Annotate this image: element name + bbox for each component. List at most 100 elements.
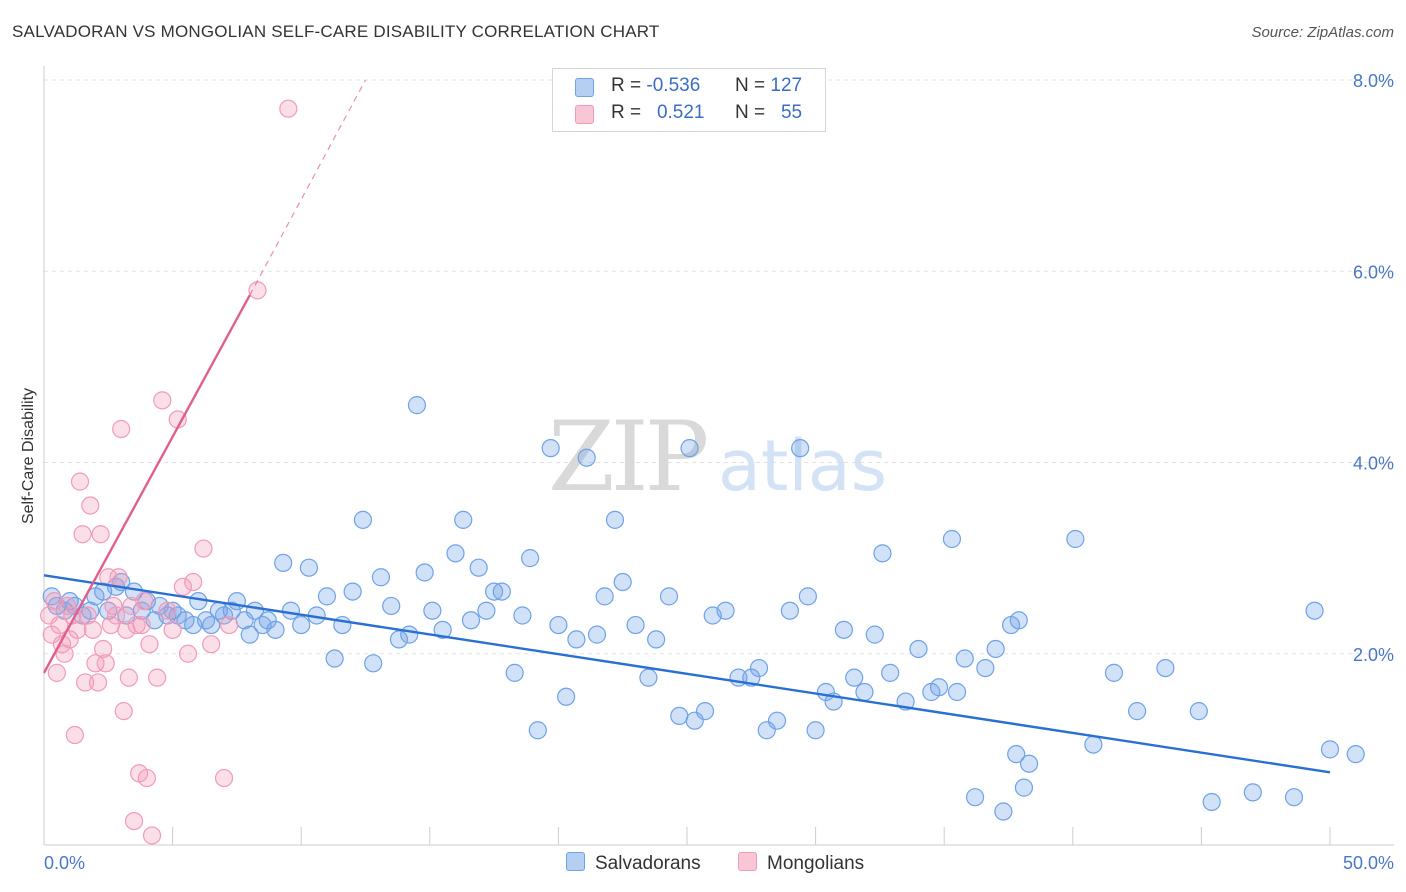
salvadoran-point-107	[947, 682, 967, 702]
salvadoran-point-41	[317, 587, 337, 606]
mongolian-point-29	[114, 702, 133, 721]
salvadoran-point-109	[965, 788, 985, 807]
salvadoran-point-63	[513, 606, 532, 625]
salvadoran-point-58	[469, 558, 488, 577]
salvadoran-point-127	[1305, 601, 1324, 620]
salvadoran-point-31	[240, 625, 259, 644]
salvadoran-point-73	[605, 510, 625, 529]
salvadoran-point-6	[81, 601, 100, 620]
salvadoran-point-62	[505, 663, 524, 682]
salvadoran-point-46	[364, 654, 383, 673]
watermark-zip: ZIP	[548, 401, 707, 513]
mongolian-point-16	[81, 496, 100, 515]
salvadoran-point-110	[976, 658, 995, 678]
salvadoran-point-96	[834, 620, 853, 639]
y-tick-labels: 2.0% 4.0% 6.0% 8.0%	[1353, 71, 1394, 665]
salvadoran-point-64	[521, 549, 540, 568]
salvadoran-point-77	[647, 630, 666, 649]
legend-r-salvadorans: R = -0.536	[611, 75, 700, 97]
salvadoran-point-71	[587, 625, 607, 644]
salvadoran-point-116	[1014, 778, 1034, 797]
trend-lines	[42, 79, 1331, 774]
legend-r-label: R =	[611, 102, 642, 123]
salvadoran-point-0	[42, 587, 61, 606]
salvadoran-point-23	[189, 592, 208, 611]
salvadoran-point-101	[881, 663, 900, 682]
salvadoran-point-117	[1019, 754, 1039, 773]
salvadoran-point-53	[423, 601, 442, 620]
salvadoran-point-60	[485, 582, 504, 601]
salvadoran-point-112	[994, 802, 1013, 821]
legend-r-value: 0.521	[656, 102, 705, 123]
mongolian-point-41	[148, 668, 167, 687]
mongolian-point-18	[86, 654, 105, 673]
mongolian-point-52	[220, 615, 239, 635]
mongolian-point-7	[58, 596, 77, 616]
salvadoran-point-89	[767, 711, 787, 730]
salvadoran-point-39	[299, 558, 319, 577]
salvadoran-point-92	[798, 587, 817, 606]
salvadoran-point-52	[415, 563, 434, 582]
mongolian-trend-extension	[249, 79, 367, 296]
salvadoran-point-65	[528, 721, 547, 740]
mongolian-point-17	[83, 620, 102, 639]
salvadoran-point-47	[371, 568, 391, 587]
salvadoran-point-76	[639, 668, 658, 687]
axes	[43, 66, 1394, 846]
mongolian-point-13	[73, 525, 92, 544]
mongolian-point-49	[194, 539, 213, 558]
salvadoran-point-126	[1284, 788, 1304, 807]
mongolian-points	[40, 99, 298, 845]
salvadoran-point-29	[227, 592, 246, 611]
salvadoran-point-56	[454, 510, 473, 529]
mongolian-point-26	[106, 606, 126, 625]
salvadoran-point-128	[1320, 740, 1340, 759]
mongolian-point-48	[184, 572, 203, 592]
salvadoran-point-57	[461, 611, 481, 630]
watermark-atlas: atlas	[718, 425, 887, 507]
bottom-legend-mongolians: Mongolians	[738, 852, 864, 875]
salvadoran-point-50	[400, 625, 419, 644]
legend-n-label: N =	[735, 102, 766, 123]
salvadoran-point-100	[873, 544, 892, 563]
bottom-legend-label-mongolians: Mongolians	[767, 853, 865, 874]
salvadoran-point-119	[1084, 735, 1103, 754]
salvadoran-point-61	[492, 582, 511, 601]
salvadoran-point-84	[716, 601, 735, 620]
mongolian-point-47	[178, 644, 198, 663]
mongolian-point-31	[119, 668, 138, 687]
salvadoran-point-35	[266, 620, 285, 639]
mongolian-point-43	[158, 601, 177, 620]
chart-title: SALVADORAN VS MONGOLIAN SELF-CARE DISABI…	[12, 22, 660, 41]
salvadoran-point-98	[855, 682, 874, 702]
mongolian-point-12	[70, 472, 90, 491]
y-axis-label: Self-Care Disability	[20, 388, 37, 524]
salvadoran-point-45	[353, 510, 373, 529]
mongolian-point-46	[173, 577, 192, 596]
salvadoran-point-66	[541, 439, 560, 458]
legend-swatch-salvadorans	[575, 78, 594, 97]
salvadoran-point-42	[325, 649, 344, 668]
mongolian-point-38	[137, 768, 156, 788]
bottom-legend-salvadorans: Salvadorans	[566, 852, 701, 875]
salvadoran-point-72	[595, 587, 614, 606]
salvadoran-point-105	[929, 678, 949, 697]
mongolian-trend-line	[42, 294, 251, 674]
correlation-legend: R = -0.536 N = 127 R = 0.521 N = 55	[552, 68, 826, 132]
salvadoran-point-99	[865, 625, 884, 644]
mongolian-point-11	[68, 620, 87, 639]
salvadoran-point-118	[1066, 529, 1085, 549]
mongolian-point-42	[153, 391, 172, 410]
salvadoran-point-97	[845, 668, 864, 687]
salvadoran-point-38	[292, 615, 311, 635]
salvadoran-point-87	[749, 658, 769, 678]
salvadoran-point-123	[1189, 702, 1208, 721]
y-tick-label-0: 2.0%	[1353, 645, 1394, 665]
salvadoran-point-25	[202, 615, 221, 635]
salvadoran-point-70	[577, 448, 596, 467]
mongolian-point-3	[47, 663, 66, 682]
mongolian-point-10	[65, 725, 84, 745]
mongolian-point-33	[124, 811, 144, 831]
salvadoran-point-91	[791, 439, 810, 458]
mongolian-point-50	[202, 635, 221, 654]
